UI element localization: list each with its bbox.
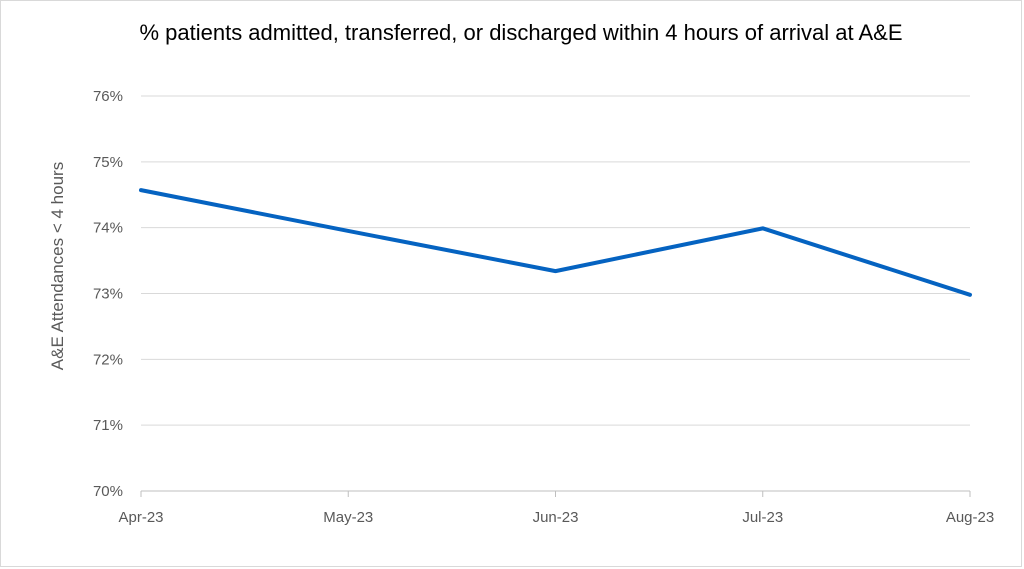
y-tick-label: 70% [93,483,123,500]
x-tick-label: May-23 [323,509,373,526]
series-line [139,188,972,297]
y-tick-label: 76% [93,88,123,105]
x-tick-label: Jul-23 [742,509,783,526]
series-layer [139,188,972,297]
y-tick-label: 72% [93,351,123,368]
y-tick-label: 74% [93,220,123,237]
y-tick-label: 71% [93,417,123,434]
x-tick-label: Aug-23 [946,509,994,526]
y-tick-labels: 70% 71% 72% 73% 74% 75% 76% [93,88,123,500]
chart-title: % patients admitted, transferred, or dis… [139,20,903,45]
y-axis-label: A&E Attendances < 4 hours [48,162,67,370]
x-axis: Apr-23 May-23 Jun-23 Jul-23 Aug-23 [118,490,994,526]
y-tick-label: 75% [93,154,123,171]
x-tick-label: Apr-23 [118,509,163,526]
y-tick-label: 73% [93,286,123,303]
gridlines [141,95,970,426]
x-tick-label: Jun-23 [533,509,579,526]
